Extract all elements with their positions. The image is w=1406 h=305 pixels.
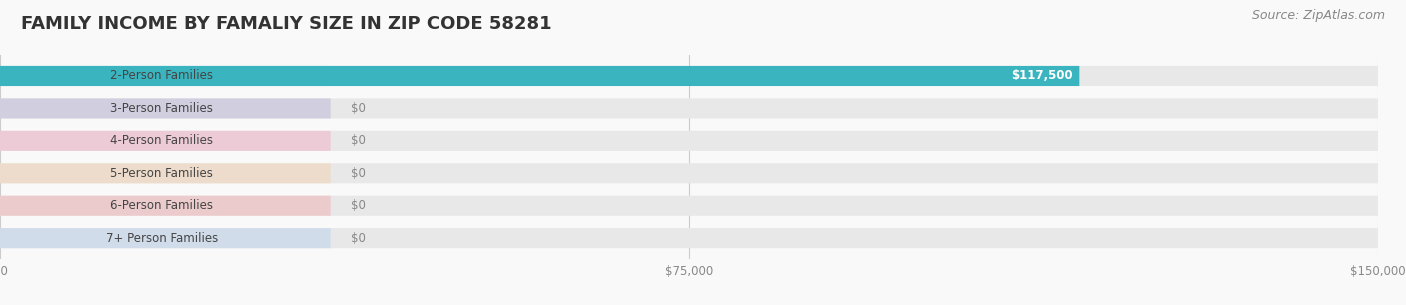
- FancyBboxPatch shape: [0, 131, 330, 151]
- Text: 2-Person Families: 2-Person Families: [111, 70, 214, 82]
- Text: 6-Person Families: 6-Person Families: [111, 199, 214, 212]
- FancyBboxPatch shape: [0, 228, 1378, 248]
- Text: 4-Person Families: 4-Person Families: [111, 135, 214, 147]
- Text: $0: $0: [352, 102, 366, 115]
- Text: 3-Person Families: 3-Person Families: [111, 102, 214, 115]
- FancyBboxPatch shape: [0, 99, 330, 118]
- Text: $117,500: $117,500: [1011, 70, 1073, 82]
- Text: $0: $0: [352, 199, 366, 212]
- FancyBboxPatch shape: [0, 99, 1378, 118]
- FancyBboxPatch shape: [0, 66, 1378, 86]
- Text: 5-Person Families: 5-Person Families: [111, 167, 214, 180]
- FancyBboxPatch shape: [0, 131, 1378, 151]
- FancyBboxPatch shape: [0, 228, 330, 248]
- FancyBboxPatch shape: [0, 196, 1378, 216]
- FancyBboxPatch shape: [0, 66, 1080, 86]
- Text: $0: $0: [352, 232, 366, 245]
- FancyBboxPatch shape: [0, 163, 1378, 183]
- Text: $0: $0: [352, 135, 366, 147]
- Text: $0: $0: [352, 167, 366, 180]
- FancyBboxPatch shape: [0, 163, 330, 183]
- Text: FAMILY INCOME BY FAMALIY SIZE IN ZIP CODE 58281: FAMILY INCOME BY FAMALIY SIZE IN ZIP COD…: [21, 15, 551, 33]
- FancyBboxPatch shape: [0, 196, 330, 216]
- FancyBboxPatch shape: [0, 66, 330, 86]
- Text: Source: ZipAtlas.com: Source: ZipAtlas.com: [1251, 9, 1385, 22]
- Text: 7+ Person Families: 7+ Person Families: [105, 232, 218, 245]
